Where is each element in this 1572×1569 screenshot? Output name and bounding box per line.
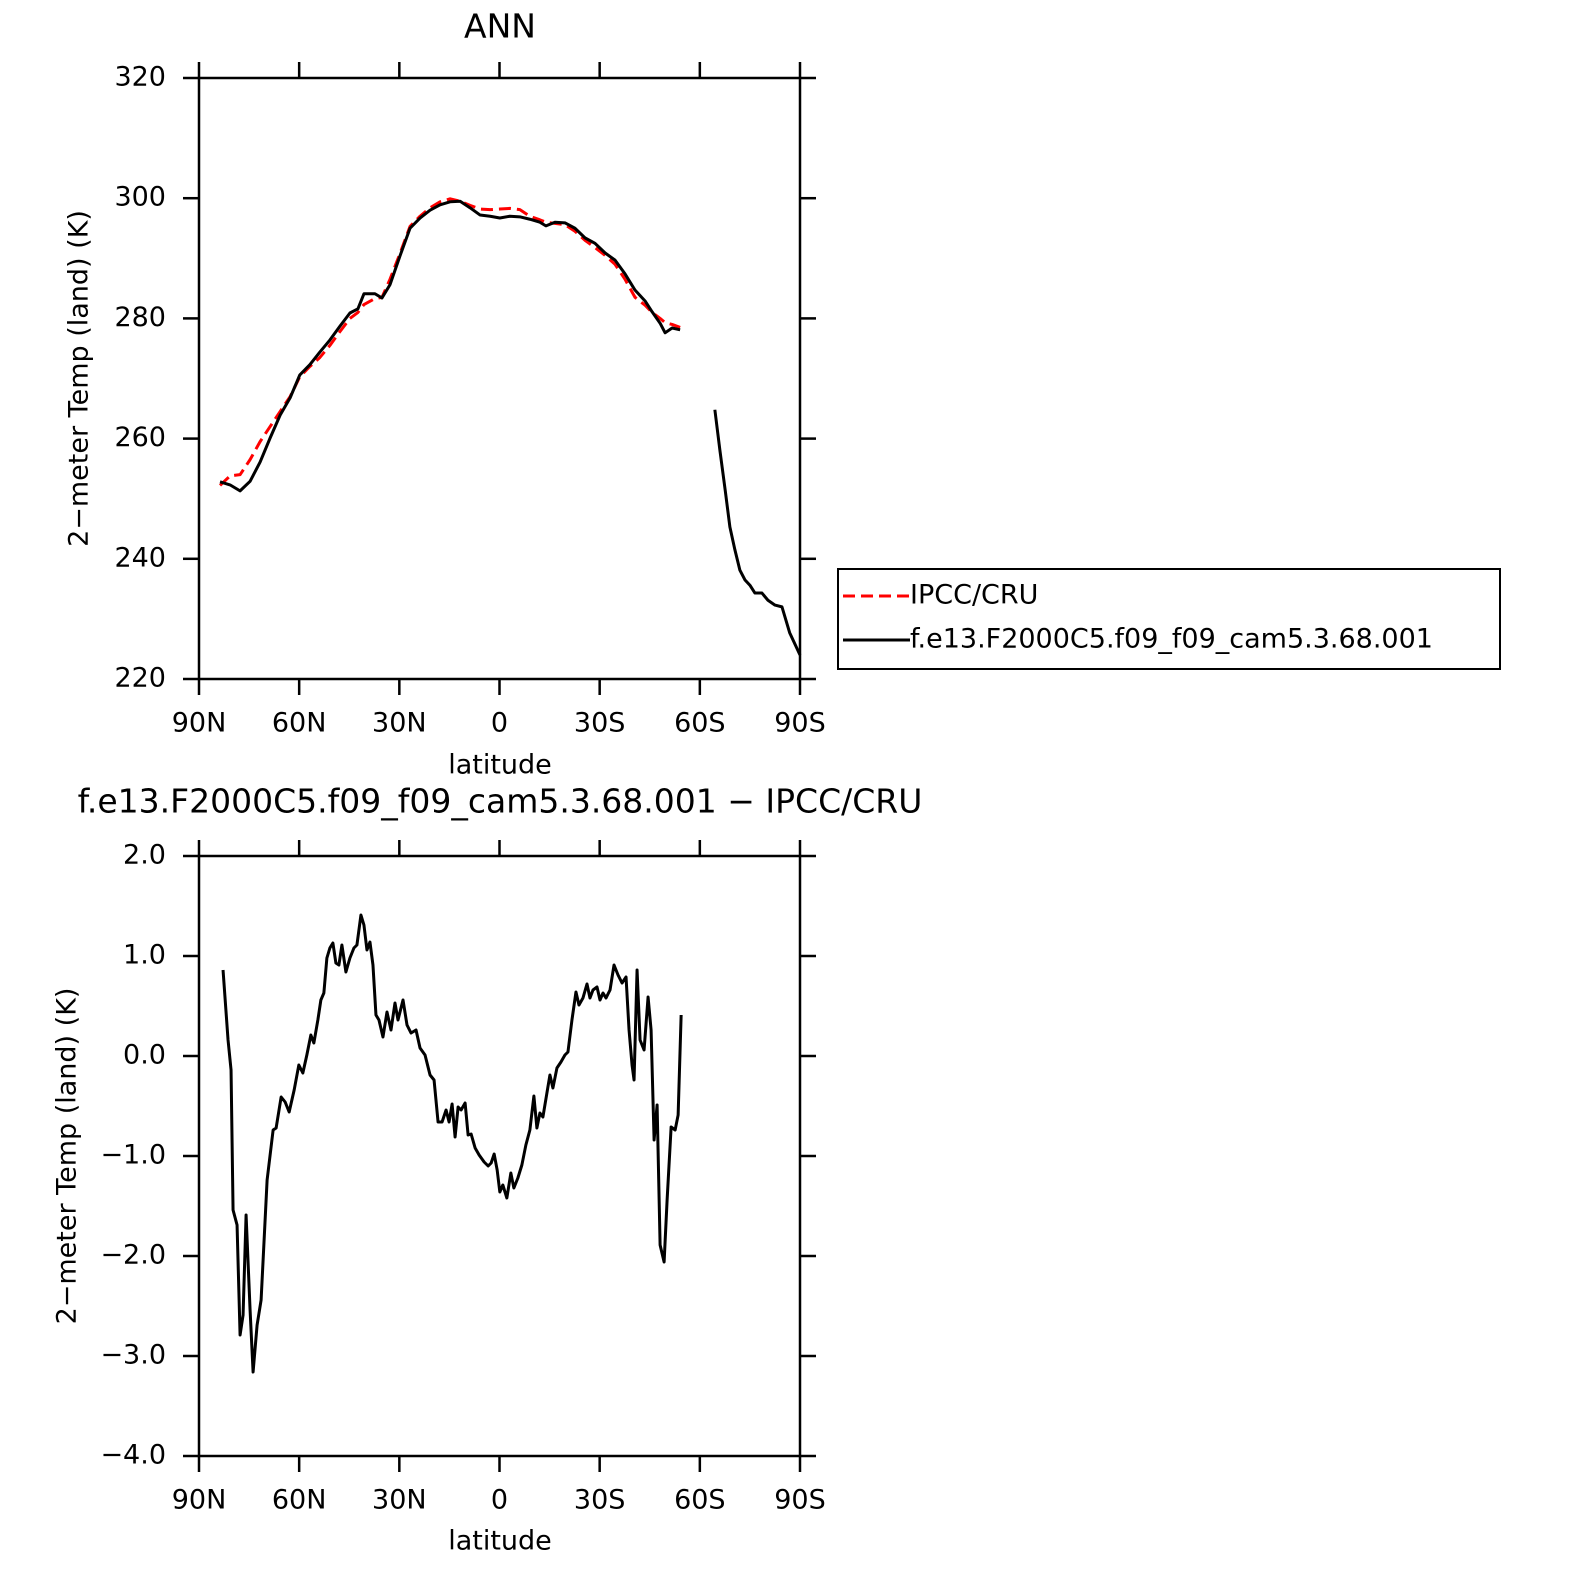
x-tick-label: 30S — [574, 1485, 626, 1516]
y-tick-label: 220 — [114, 663, 166, 694]
x-tick-label: 90S — [774, 1485, 826, 1516]
data-line — [221, 913, 683, 1374]
x-tick-label: 0 — [491, 1485, 508, 1516]
x-tick-label: 90N — [172, 1485, 227, 1516]
y-tick-label: −1.0 — [100, 1140, 166, 1171]
x-tick-label: 60N — [272, 1485, 327, 1516]
x-axis-label: latitude — [448, 750, 552, 781]
y-axis-label: 2−meter Temp (land) (K) — [52, 988, 83, 1325]
x-tick-label: 60N — [272, 708, 327, 739]
y-tick-label: 300 — [114, 182, 166, 213]
x-tick-label: 30N — [372, 708, 427, 739]
x-tick-label: 60S — [674, 1485, 726, 1516]
y-tick-label: 0.0 — [123, 1040, 166, 1071]
y-tick-label: 320 — [114, 62, 166, 93]
x-tick-label: 90S — [774, 708, 826, 739]
x-tick-label: 30N — [372, 1485, 427, 1516]
legend-label: IPCC/CRU — [910, 580, 1038, 611]
y-tick-label: −4.0 — [100, 1440, 166, 1471]
chart-title: f.e13.F2000C5.f09_f09_cam5.3.68.001 − IP… — [78, 782, 923, 821]
y-tick-label: −2.0 — [100, 1240, 166, 1271]
data-line — [218, 197, 681, 487]
y-tick-label: −3.0 — [100, 1340, 166, 1371]
x-tick-label: 90N — [172, 708, 227, 739]
plot-frame — [197, 854, 802, 1458]
y-tick-label: 2.0 — [123, 840, 166, 871]
x-tick-label: 60S — [674, 708, 726, 739]
legend-box — [837, 568, 1501, 670]
y-tick-label: 260 — [114, 422, 166, 453]
chart-title: ANN — [464, 7, 536, 46]
plot-frame — [197, 76, 802, 681]
y-axis-label: 2−meter Temp (land) (K) — [64, 210, 95, 547]
x-tick-label: 30S — [574, 708, 626, 739]
y-tick-label: 1.0 — [123, 940, 166, 971]
y-tick-label: 280 — [114, 302, 166, 333]
y-tick-label: 240 — [114, 542, 166, 573]
data-line — [219, 199, 802, 656]
x-tick-label: 0 — [491, 708, 508, 739]
x-axis-label: latitude — [448, 1526, 552, 1557]
legend-label: f.e13.F2000C5.f09_f09_cam5.3.68.001 — [910, 624, 1433, 655]
